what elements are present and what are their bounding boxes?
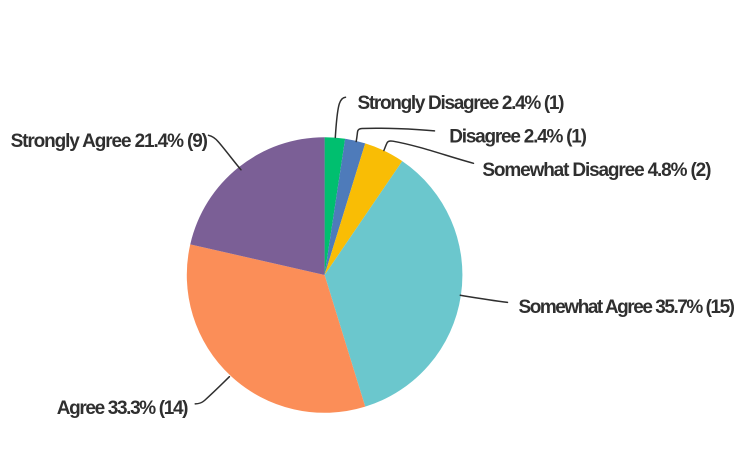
- svg-text:Strongly Agree 21.4% (9): Strongly Agree 21.4% (9): [11, 131, 208, 152]
- svg-text:Somewhat Disagree 4.8% (2): Somewhat Disagree 4.8% (2): [482, 160, 711, 181]
- svg-text:Agree 33.3% (14): Agree 33.3% (14): [57, 398, 189, 419]
- svg-text:Disagree 2.4% (1): Disagree 2.4% (1): [449, 126, 587, 147]
- svg-text:Strongly Disagree 2.4% (1): Strongly Disagree 2.4% (1): [358, 93, 565, 114]
- svg-text:Somewhat Agree 35.7% (15): Somewhat Agree 35.7% (15): [519, 297, 736, 318]
